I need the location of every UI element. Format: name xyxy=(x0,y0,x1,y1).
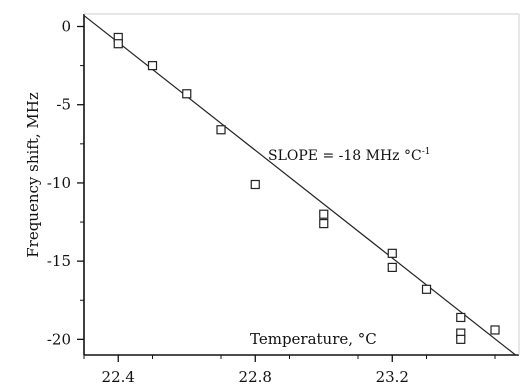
slope-annotation-text: SLOPE = -18 MHz °C xyxy=(268,148,422,164)
x-axis-title: Temperature, °C xyxy=(250,330,377,348)
data-point xyxy=(456,312,466,323)
data-point xyxy=(182,89,192,99)
data-points xyxy=(113,32,500,344)
x-tick-label: 22.8 xyxy=(239,368,272,386)
data-point xyxy=(147,61,158,71)
axis-ticks xyxy=(77,25,496,362)
y-tick-label: -10 xyxy=(47,174,71,192)
data-point xyxy=(319,219,329,229)
y-tick-label: -20 xyxy=(47,330,71,348)
data-point xyxy=(421,284,432,294)
data-point xyxy=(250,179,260,190)
tick-labels: 22.4 22.8 23.2 0 -5 -10 -15 -20 xyxy=(47,18,409,386)
data-point xyxy=(490,325,500,335)
x-tick-label: 23.2 xyxy=(376,368,409,386)
data-point xyxy=(216,125,226,135)
plot-frame xyxy=(83,13,520,356)
data-point xyxy=(387,248,397,258)
y-tick-label: -5 xyxy=(56,96,71,114)
data-point xyxy=(456,334,466,344)
data-point xyxy=(387,262,397,273)
y-tick-label: 0 xyxy=(61,18,71,36)
data-point xyxy=(113,39,123,49)
y-tick-label: -15 xyxy=(47,252,71,270)
data-point xyxy=(319,209,329,219)
x-tick-label: 22.4 xyxy=(102,368,135,386)
y-axis-title: Frequency shift, MHz xyxy=(24,92,42,258)
fit-line xyxy=(83,15,516,356)
slope-annotation-superscript: -1 xyxy=(422,147,431,157)
slope-annotation: SLOPE = -18 MHz °C-1 xyxy=(268,147,431,164)
